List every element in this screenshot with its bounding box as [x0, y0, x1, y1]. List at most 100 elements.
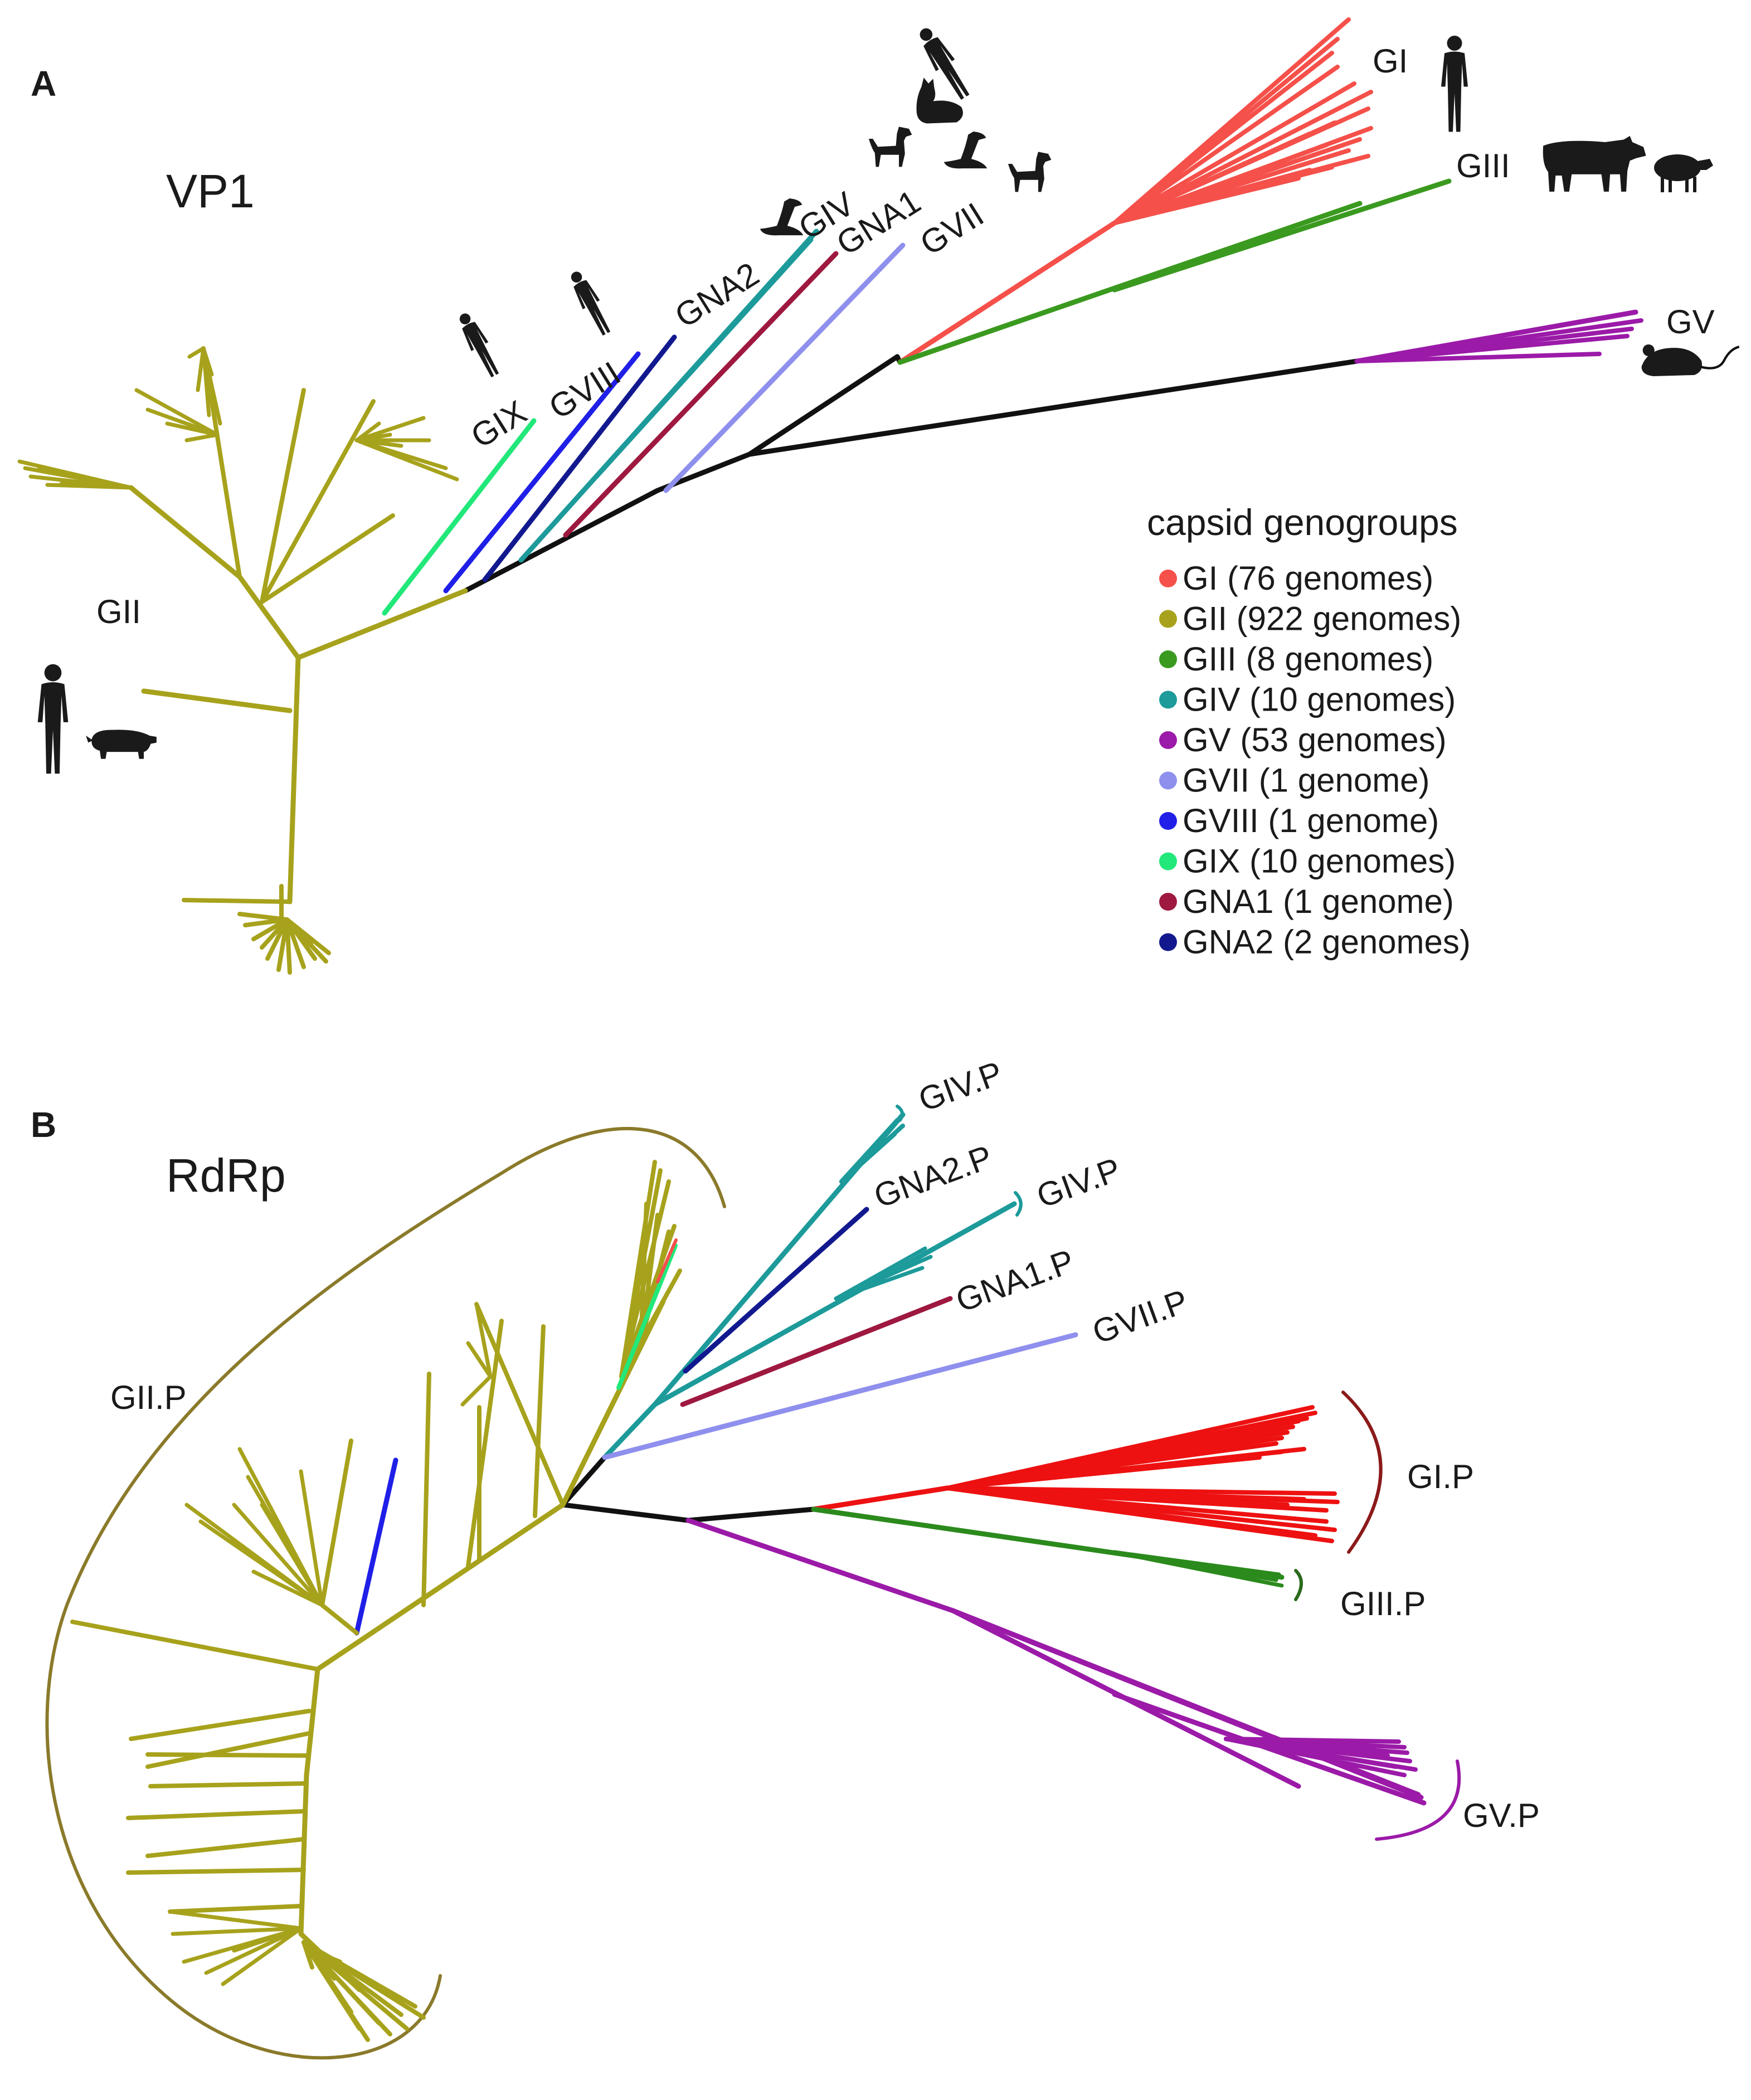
branch-gii [65, 471, 133, 490]
branch-gna1 [563, 251, 839, 538]
branch-gix [382, 418, 537, 616]
branch-gii-p [310, 1948, 342, 1964]
branch-gii-p [320, 1438, 353, 1607]
branch-gii-p [204, 1926, 303, 1975]
branch-gna2 [482, 334, 677, 582]
legend-swatch [1159, 610, 1177, 628]
branch-gii-p [145, 1731, 312, 1769]
branch-gi-p [945, 1486, 1290, 1507]
branch-gii-p [145, 1752, 309, 1758]
label-gi-p: GI.P [1407, 1458, 1474, 1495]
legend: capsid genogroups GI (76 genomes)GII (92… [1147, 502, 1471, 961]
branch-gna1-p [680, 1296, 953, 1407]
label-gna2-p: GNA2.P [869, 1138, 998, 1215]
branch-gii [260, 388, 306, 604]
legend-item-label: GVII (1 genome) [1183, 762, 1430, 799]
branch-gii-p [421, 1372, 431, 1607]
branch-gv-p [685, 1518, 956, 1613]
branch-gii-p [304, 1666, 320, 1778]
label-gv-p: GV.P [1463, 1797, 1540, 1834]
branch-giv [594, 237, 814, 479]
branch-gii-p [298, 1772, 309, 1937]
branch-gii-p [320, 1603, 359, 1635]
branch-giv-p [652, 1201, 1017, 1407]
branch-gv [1355, 334, 1630, 363]
branch-gii [184, 432, 220, 443]
branch-giii [1112, 178, 1452, 293]
legend-item-label: GNA2 (2 genomes) [1183, 923, 1471, 961]
branch-gii-p [232, 1926, 303, 1953]
branch-gna2-p [683, 1207, 869, 1374]
branch-gii-p [148, 1781, 309, 1788]
branch-gii-p [474, 1302, 565, 1507]
branch-gi-p [945, 1455, 1262, 1490]
branch-gii-p-gi [656, 1238, 678, 1284]
branch-gii-p [145, 1837, 306, 1858]
label-gii-p: GII.P [110, 1379, 187, 1416]
label-gix: GIX [464, 393, 533, 455]
bracket-giv-p-mid [1014, 1191, 1023, 1217]
human-icon [1441, 36, 1468, 132]
branch-gii-p [315, 1502, 566, 1672]
legend-item-label: GII (922 genomes) [1183, 600, 1461, 638]
branch-gv [1355, 352, 1602, 363]
branch-gii [201, 346, 214, 377]
label-gvii-p: GVII.P [1088, 1282, 1193, 1351]
bracket-giv-p-top [896, 1105, 904, 1122]
branch-gii-p [301, 1940, 370, 2042]
panel-b-letter: B [31, 1105, 56, 1145]
branch-gii-p [171, 1926, 303, 1936]
branch-gii-p [533, 1324, 546, 1518]
branch-gii-p [168, 1909, 303, 1931]
branch-gii [182, 898, 292, 904]
legend-swatch [1159, 691, 1177, 709]
branch-gii [287, 655, 301, 905]
human-icon [454, 309, 504, 380]
vp1-tree [17, 17, 1643, 975]
bracket-gv-p [1375, 1759, 1461, 1841]
human-icon [565, 268, 615, 338]
branch-gii [237, 574, 301, 660]
branch-gii [128, 485, 242, 580]
branch-giv-p [602, 1402, 658, 1460]
branch-gii [285, 917, 292, 975]
branch-gii [165, 421, 220, 437]
branch-backbone [560, 1455, 607, 1508]
branch-gviii [443, 351, 641, 594]
legend-swatch [1159, 771, 1177, 790]
legend-swatch [1159, 852, 1177, 871]
rdrp-tree [45, 1105, 1461, 2060]
branch-giv-p [834, 1266, 925, 1301]
branch-gii-p [299, 1469, 324, 1607]
branch-gii-p [460, 1374, 493, 1407]
cow-icon [1543, 135, 1646, 192]
branch-gii-p [70, 1620, 320, 1671]
branch-gii-p [243, 1547, 324, 1607]
mouse-icon [1642, 344, 1739, 376]
bracket-gi-p [1341, 1391, 1383, 1554]
pig-icon [86, 730, 157, 759]
legend-swatch [1159, 650, 1177, 668]
branch-gii-p [126, 1868, 306, 1875]
branch-gii-p [301, 1940, 381, 2025]
branch-gi [1112, 137, 1362, 225]
dog-icon [869, 127, 912, 167]
branch-gii-p-gix [616, 1243, 678, 1390]
panel-b-title: RdRp [166, 1149, 286, 1202]
gii-p-outline [45, 1127, 726, 2060]
branch-gii [285, 917, 314, 944]
branch-gii-p [466, 1341, 493, 1379]
branch-gi [897, 220, 1117, 365]
branch-gii [201, 346, 242, 579]
label-gna2: GNA2 [668, 255, 765, 335]
branch-gvii [663, 242, 906, 493]
sea-lion-icon [943, 132, 988, 169]
branch-backbone [747, 354, 900, 457]
label-giii: GIII [1456, 147, 1510, 184]
branch-gii [187, 346, 206, 359]
label-gvii: GVII [913, 196, 990, 262]
branch-gii [285, 917, 306, 969]
branch-gi [1112, 81, 1356, 225]
label-gi: GI [1373, 42, 1408, 80]
legend-swatch [1159, 570, 1177, 587]
